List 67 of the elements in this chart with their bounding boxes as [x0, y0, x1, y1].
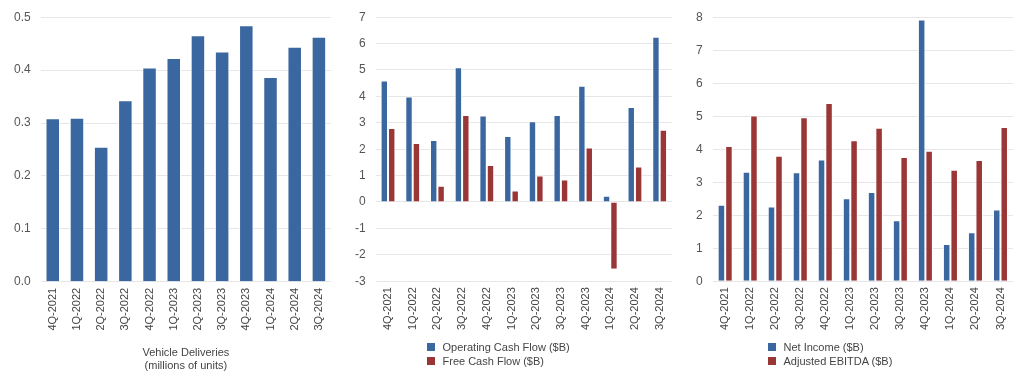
x-tick-label: 2Q-2023 — [529, 287, 542, 330]
y-tick-label: 0.2 — [13, 168, 31, 183]
y-tick-label: 0.3 — [13, 115, 31, 130]
y-tick-label: 4 — [695, 141, 703, 156]
y-tick-label: 0.1 — [13, 221, 31, 236]
x-tick-label: 4Q-2023 — [918, 287, 931, 330]
y-tick-label: 2 — [695, 207, 703, 222]
y-tick-label: 5 — [358, 62, 366, 77]
y-tick-label: 0 — [358, 194, 366, 209]
x-tick-label: 2Q-2024 — [287, 287, 300, 331]
x-tick-label: 4Q-2023 — [578, 287, 591, 330]
x-tick-label: 3Q-2022 — [793, 287, 806, 330]
x-tick-label: 2Q-2022 — [430, 287, 443, 330]
x-tick-label: 3Q-2023 — [215, 287, 228, 331]
y-tick-label: 2 — [358, 141, 366, 156]
x-tick-label: 4Q-2023 — [239, 287, 252, 331]
x-axis-title: Vehicle Deliveries (millions of units) — [142, 346, 230, 372]
x-tick-label: 4Q-2021 — [718, 287, 731, 330]
y-tick-label: 7 — [358, 9, 366, 24]
y-tick-label: 0.0 — [13, 274, 31, 289]
y-tick-label: 3 — [358, 115, 366, 130]
x-tick-label: 2Q-2022 — [768, 287, 781, 330]
x-tick-label: 4Q-2021 — [45, 287, 58, 331]
y-tick-label: 6 — [695, 75, 703, 90]
x-tick-label: 2Q-2024 — [968, 287, 981, 330]
y-tick-label: 3 — [695, 174, 703, 189]
y-tick-label: 8 — [695, 9, 703, 24]
x-tick-label: 1Q-2024 — [943, 287, 956, 330]
x-tick-label: 3Q-2024 — [652, 287, 665, 330]
legend-label: Adjusted EBITDA ($B) — [783, 355, 893, 367]
y-tick-label: -2 — [355, 247, 366, 262]
legend-label: Free Cash Flow ($B) — [442, 355, 544, 367]
x-tick-label: 1Q-2023 — [504, 287, 517, 330]
y-tick-label: 4 — [358, 88, 366, 103]
y-tick-label: -3 — [355, 273, 366, 288]
x-tick-label: 1Q-2022 — [70, 287, 82, 331]
y-tick-label: 0.5 — [13, 9, 31, 24]
y-tick-label: 0 — [695, 273, 703, 288]
y-tick-label: 7 — [695, 42, 703, 57]
y-tick-label: 6 — [358, 35, 366, 50]
x-tick-label: 2Q-2022 — [94, 287, 107, 331]
x-tick-label: 3Q-2023 — [553, 287, 566, 330]
x-tick-label: 4Q-2022 — [479, 287, 492, 330]
x-tick-label: 2Q-2024 — [627, 287, 640, 330]
x-tick-label: 3Q-2022 — [455, 287, 468, 330]
x-tick-label: 4Q-2022 — [142, 287, 155, 331]
x-tick-label: 3Q-2022 — [118, 287, 131, 331]
y-tick-label: 5 — [695, 108, 703, 123]
legend-label: Net Income ($B) — [783, 341, 864, 353]
x-tick-label: 1Q-2022 — [405, 287, 418, 330]
x-tick-label: 4Q-2022 — [818, 287, 831, 330]
y-tick-label: 0.4 — [13, 62, 31, 77]
y-tick-label: 1 — [695, 240, 703, 255]
x-tick-label: 1Q-2023 — [843, 287, 856, 330]
y-tick-label: -1 — [355, 220, 366, 235]
x-tick-label: 1Q-2024 — [263, 287, 276, 331]
y-tick-label: 1 — [358, 167, 366, 182]
x-tick-label: 3Q-2023 — [893, 287, 906, 330]
legend-label: Operating Cash Flow ($B) — [442, 341, 570, 353]
x-tick-label: 2Q-2023 — [190, 287, 203, 331]
x-tick-label: 1Q-2022 — [743, 287, 756, 330]
x-tick-label: 2Q-2023 — [868, 287, 881, 330]
x-tick-label: 4Q-2021 — [381, 287, 394, 330]
x-tick-label: 1Q-2024 — [603, 287, 616, 330]
x-tick-label: 3Q-2024 — [993, 287, 1006, 330]
x-tick-label: 1Q-2023 — [166, 287, 179, 331]
x-tick-label: 3Q-2024 — [311, 287, 324, 331]
